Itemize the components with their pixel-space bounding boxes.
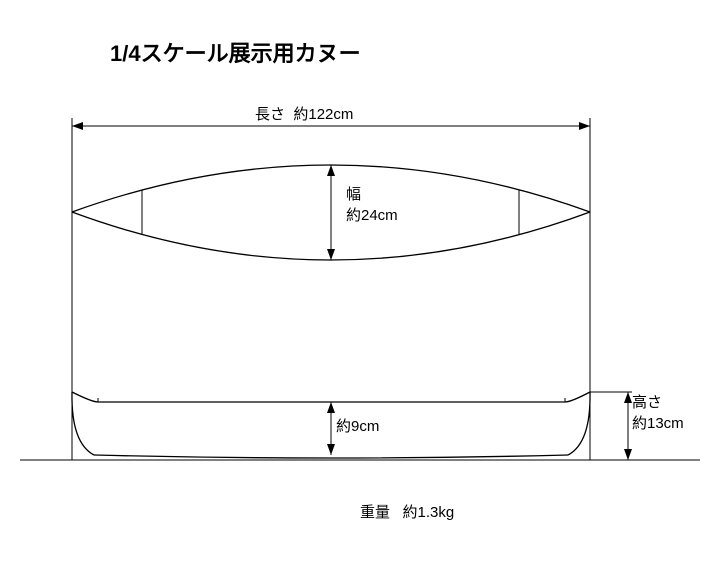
weight-label: 重量 約1.3kg bbox=[360, 502, 454, 523]
width-label: 幅約24cm bbox=[346, 184, 398, 226]
diagram-svg bbox=[0, 0, 720, 580]
length-label: 長さ 約122cm bbox=[255, 104, 353, 125]
depth-label: 約9cm bbox=[336, 416, 379, 437]
height-label: 高さ約13cm bbox=[632, 392, 684, 434]
